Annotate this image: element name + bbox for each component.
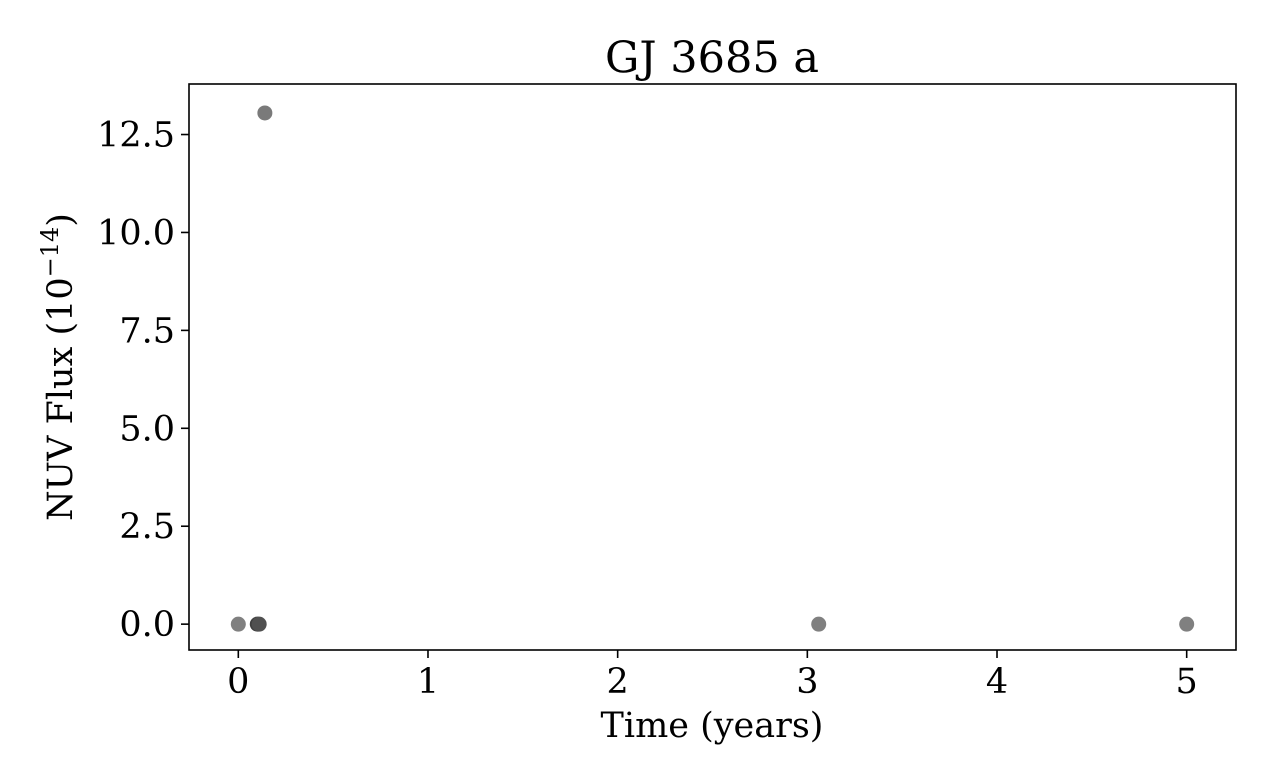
y-tick-label: 7.5 [119, 311, 175, 351]
x-tick-label: 4 [986, 662, 1008, 702]
x-tick-label: 3 [796, 662, 818, 702]
y-tick-label: 5.0 [119, 409, 175, 449]
y-axis: 0.0 2.5 5.0 7.5 10.0 12.5 [97, 116, 189, 645]
plot-frame [188, 83, 1237, 651]
x-tick-label: 0 [227, 662, 249, 702]
data-point [251, 616, 267, 632]
x-axis-label: Time (years) [601, 706, 824, 746]
chart-title: GJ 3685 a [605, 33, 819, 83]
y-axis-label: NUV Flux (10−14) [36, 213, 81, 521]
x-tick-label: 1 [417, 662, 439, 702]
x-tick-label: 2 [607, 662, 629, 702]
data-point [257, 105, 273, 121]
y-tick-label: 12.5 [97, 116, 175, 156]
y-tick-label: 0.0 [119, 605, 175, 645]
y-axis-label-main: NUV Flux (10 [41, 277, 81, 521]
y-axis-label-exponent: −14 [36, 227, 64, 278]
data-point [230, 616, 246, 632]
y-axis-label-close: ) [41, 213, 81, 227]
y-tick-label: 10.0 [97, 213, 175, 253]
y-tick-label: 2.5 [119, 507, 175, 547]
data-point [811, 616, 827, 632]
x-tick-label: 5 [1176, 662, 1198, 702]
x-axis: 0 1 2 3 4 5 [227, 650, 1198, 702]
data-points [230, 105, 1195, 632]
data-point [1179, 616, 1195, 632]
